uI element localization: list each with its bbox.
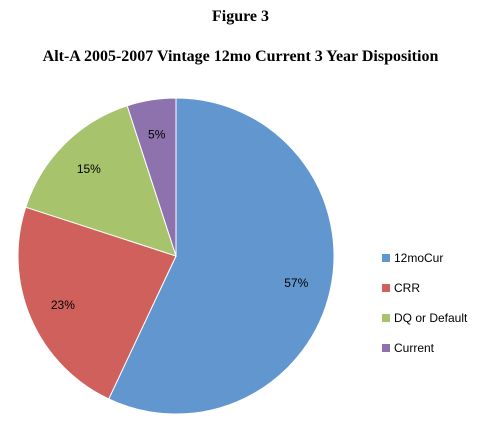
legend-swatch-2 [382,314,390,322]
pie-slice-0 [108,97,335,415]
legend-label-1: CRR [394,281,420,295]
legend-swatch-3 [382,344,390,352]
slice-label-2: 15% [77,162,101,176]
legend-label-0: 12moCur [394,251,443,265]
pie-slices [17,97,335,415]
slice-label-1: 23% [51,298,75,312]
pie-slice-labels: 57% 23% 15% 5% [51,127,309,312]
figure-label: Figure 3 [211,8,270,25]
legend-label-3: Current [394,341,435,355]
slice-label-3: 5% [148,127,166,141]
slice-label-0: 57% [284,276,308,290]
legend-swatch-0 [382,254,390,262]
chart-title: Alt-A 2005-2007 Vintage 12mo Current 3 Y… [42,48,439,65]
legend-label-2: DQ or Default [394,311,468,325]
legend-swatch-1 [382,284,390,292]
legend: 12moCur CRR DQ or Default Current [382,251,468,355]
pie-slice-3 [126,97,177,257]
pie-slice-2 [25,105,177,257]
pie-slice-1 [17,206,177,400]
